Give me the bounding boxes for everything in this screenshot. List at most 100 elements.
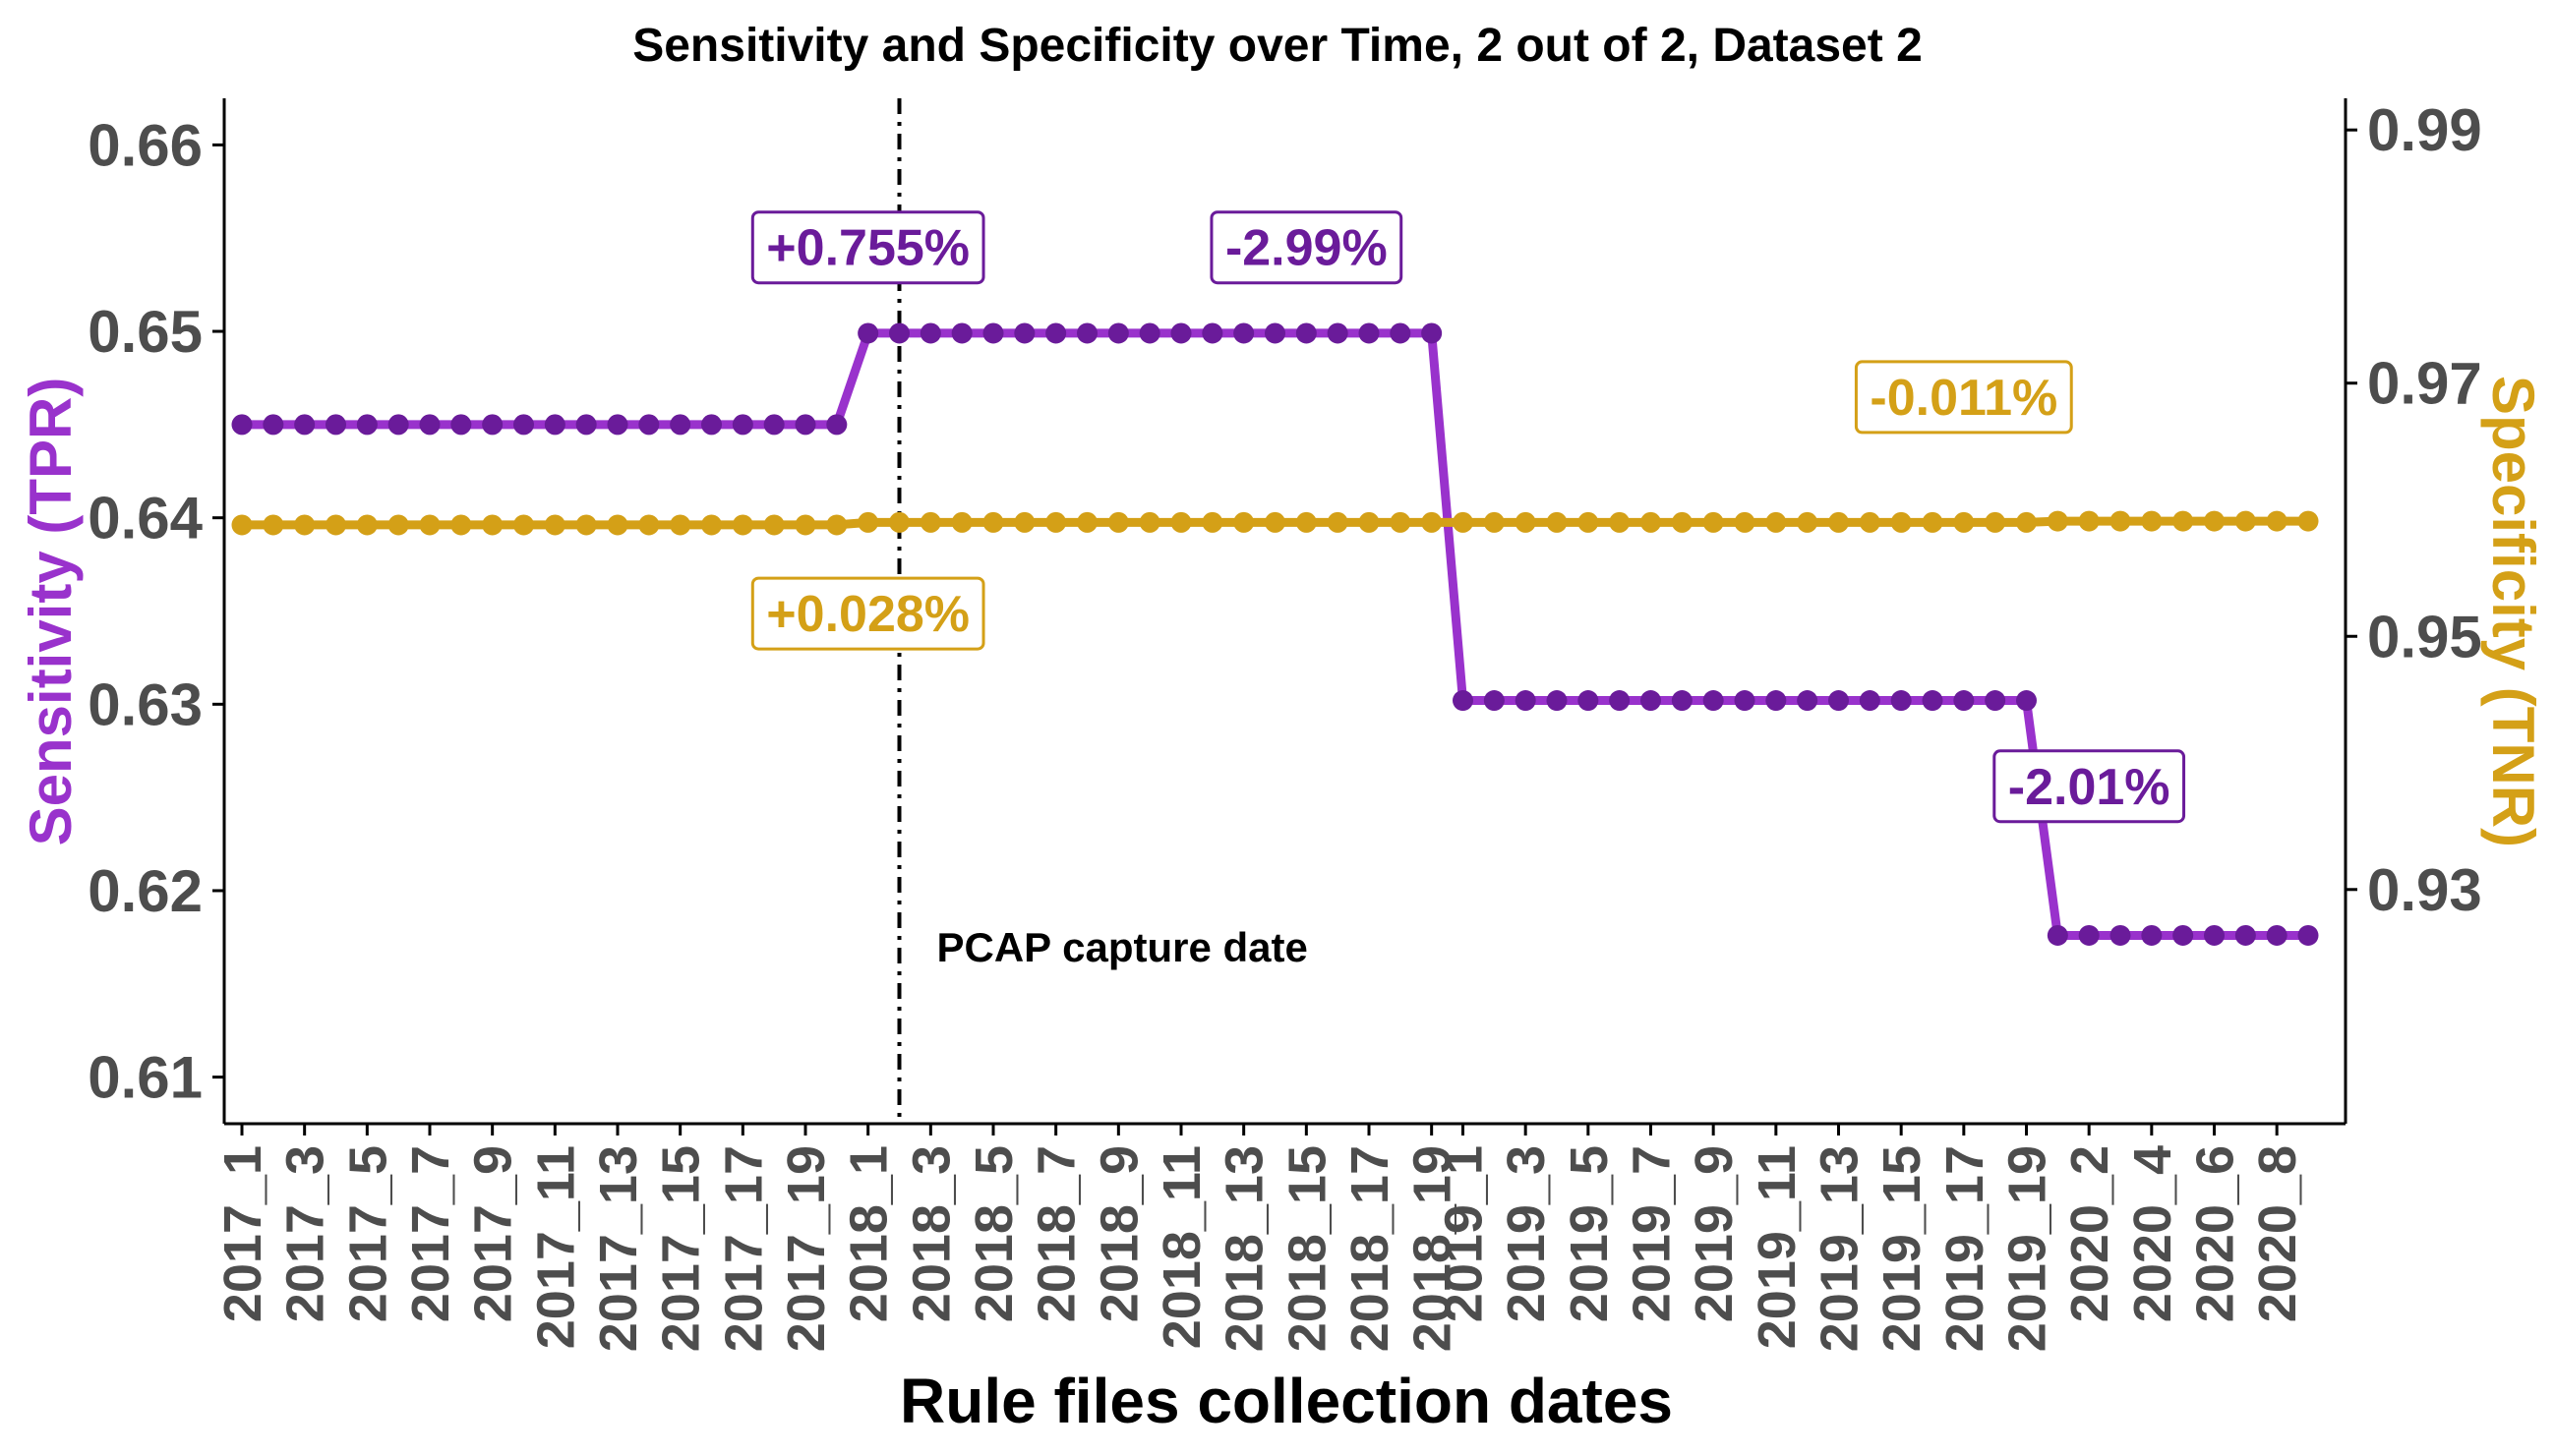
data-point-sensitivity (2297, 924, 2319, 946)
annotation-box (1992, 749, 2186, 824)
pcap-capture-label: PCAP capture date (937, 924, 1308, 970)
x-tick-label: 2018_13 (1216, 1145, 1275, 1352)
x-tick-label: 2020_6 (2186, 1145, 2245, 1322)
annotation-label: +0.755% (750, 210, 985, 285)
series-group (231, 322, 2319, 946)
x-tick-label: 2019_1 (1435, 1145, 1494, 1322)
data-point-specificity (607, 514, 628, 536)
annotation-label: -0.011% (1854, 360, 2073, 435)
data-point-sensitivity (1107, 322, 1129, 344)
data-point-specificity (826, 514, 848, 536)
data-point-sensitivity (982, 322, 1004, 344)
data-point-specificity (1358, 511, 1380, 533)
y-tick-label-left: 0.64 (88, 486, 203, 552)
x-axis-label: Rule files collection dates (900, 1366, 1673, 1436)
data-point-specificity (951, 511, 973, 533)
data-point-sensitivity (1797, 690, 1818, 712)
data-point-sensitivity (2141, 924, 2163, 946)
x-tick-label: 2020_4 (2123, 1145, 2182, 1322)
x-tick-label: 2017_17 (714, 1145, 773, 1352)
x-tick-label: 2018_15 (1278, 1145, 1337, 1352)
annotation-box (750, 576, 985, 651)
data-point-sensitivity (1421, 322, 1443, 344)
data-point-sensitivity (2172, 924, 2194, 946)
x-tick-label: 2020_8 (2248, 1145, 2307, 1322)
x-tick-label: 2017_15 (652, 1145, 711, 1352)
data-point-specificity (2266, 510, 2288, 532)
annotation-text: +0.028% (766, 586, 970, 643)
x-tick-label: 2017_1 (213, 1145, 272, 1322)
data-point-specificity (1797, 511, 1818, 533)
data-point-specificity (1640, 511, 1661, 533)
data-point-sensitivity (638, 414, 660, 436)
data-point-sensitivity (1453, 690, 1473, 712)
data-point-specificity (1014, 511, 1036, 533)
data-point-specificity (2297, 510, 2319, 532)
data-point-specificity (482, 514, 504, 536)
y-tick-label-right: 0.97 (2367, 351, 2482, 417)
data-point-sensitivity (1233, 322, 1255, 344)
data-point-sensitivity (1890, 690, 1912, 712)
annotation-text: -2.99% (1225, 220, 1388, 277)
x-tick-label: 2017_11 (526, 1145, 585, 1349)
data-point-sensitivity (607, 414, 628, 436)
data-point-specificity (1702, 511, 1724, 533)
x-tick-label: 2020_2 (2060, 1145, 2119, 1322)
data-point-sensitivity (1170, 322, 1192, 344)
data-point-sensitivity (1953, 690, 1975, 712)
data-point-specificity (450, 514, 472, 536)
data-point-sensitivity (231, 414, 253, 436)
data-point-sensitivity (1045, 322, 1067, 344)
data-point-sensitivity (858, 322, 879, 344)
data-point-sensitivity (1546, 690, 1568, 712)
data-point-specificity (1233, 511, 1255, 533)
data-point-specificity (2078, 510, 2100, 532)
annotation-text: -0.011% (1870, 370, 2057, 427)
data-point-specificity (701, 514, 722, 536)
data-point-specificity (2016, 511, 2037, 533)
data-point-sensitivity (701, 414, 722, 436)
data-point-sensitivity (1014, 322, 1036, 344)
data-point-sensitivity (544, 414, 565, 436)
data-point-sensitivity (2234, 924, 2256, 946)
data-point-sensitivity (482, 414, 504, 436)
data-point-specificity (1202, 511, 1223, 533)
data-point-specificity (1390, 511, 1411, 533)
data-point-specificity (795, 514, 816, 536)
data-point-sensitivity (1985, 690, 2006, 712)
data-point-specificity (419, 514, 441, 536)
data-point-specificity (2172, 510, 2194, 532)
data-point-specificity (858, 511, 879, 533)
data-point-sensitivity (2266, 924, 2288, 946)
data-point-sensitivity (1828, 690, 1849, 712)
annotation-box (750, 210, 985, 285)
y-tick-label-left: 0.65 (88, 299, 203, 365)
data-point-specificity (1859, 511, 1880, 533)
data-point-sensitivity (732, 414, 753, 436)
data-point-specificity (2204, 510, 2225, 532)
data-point-specificity (1295, 511, 1317, 533)
data-point-sensitivity (419, 414, 441, 436)
annotation-text: -2.01% (2008, 759, 2170, 816)
data-point-specificity (1515, 511, 1536, 533)
data-point-specificity (356, 514, 378, 536)
data-point-sensitivity (1515, 690, 1536, 712)
data-point-sensitivity (1640, 690, 1661, 712)
x-tick-label: 2019_15 (1872, 1145, 1931, 1352)
y-axis-label-right: Specificity (TNR) (2480, 376, 2546, 847)
data-point-sensitivity (1922, 690, 1943, 712)
data-point-specificity (1107, 511, 1129, 533)
x-tick-label: 2017_3 (276, 1145, 335, 1322)
x-tick-label: 2019_19 (1998, 1145, 2057, 1352)
x-tick-label: 2017_5 (338, 1145, 397, 1322)
data-point-specificity (982, 511, 1004, 533)
data-point-sensitivity (1358, 322, 1380, 344)
x-tick-label: 2018_9 (1090, 1145, 1149, 1322)
x-tick-label: 2018_17 (1340, 1145, 1399, 1352)
data-point-specificity (1139, 511, 1160, 533)
annotations-group: +0.755% -2.99% -0.011% +0.028% -2.01% (750, 210, 2186, 824)
x-tick-label: 2017_19 (777, 1145, 836, 1352)
chart-title: Sensitivity and Specificity over Time, 2… (632, 20, 1923, 72)
annotation-box (1854, 360, 2073, 435)
